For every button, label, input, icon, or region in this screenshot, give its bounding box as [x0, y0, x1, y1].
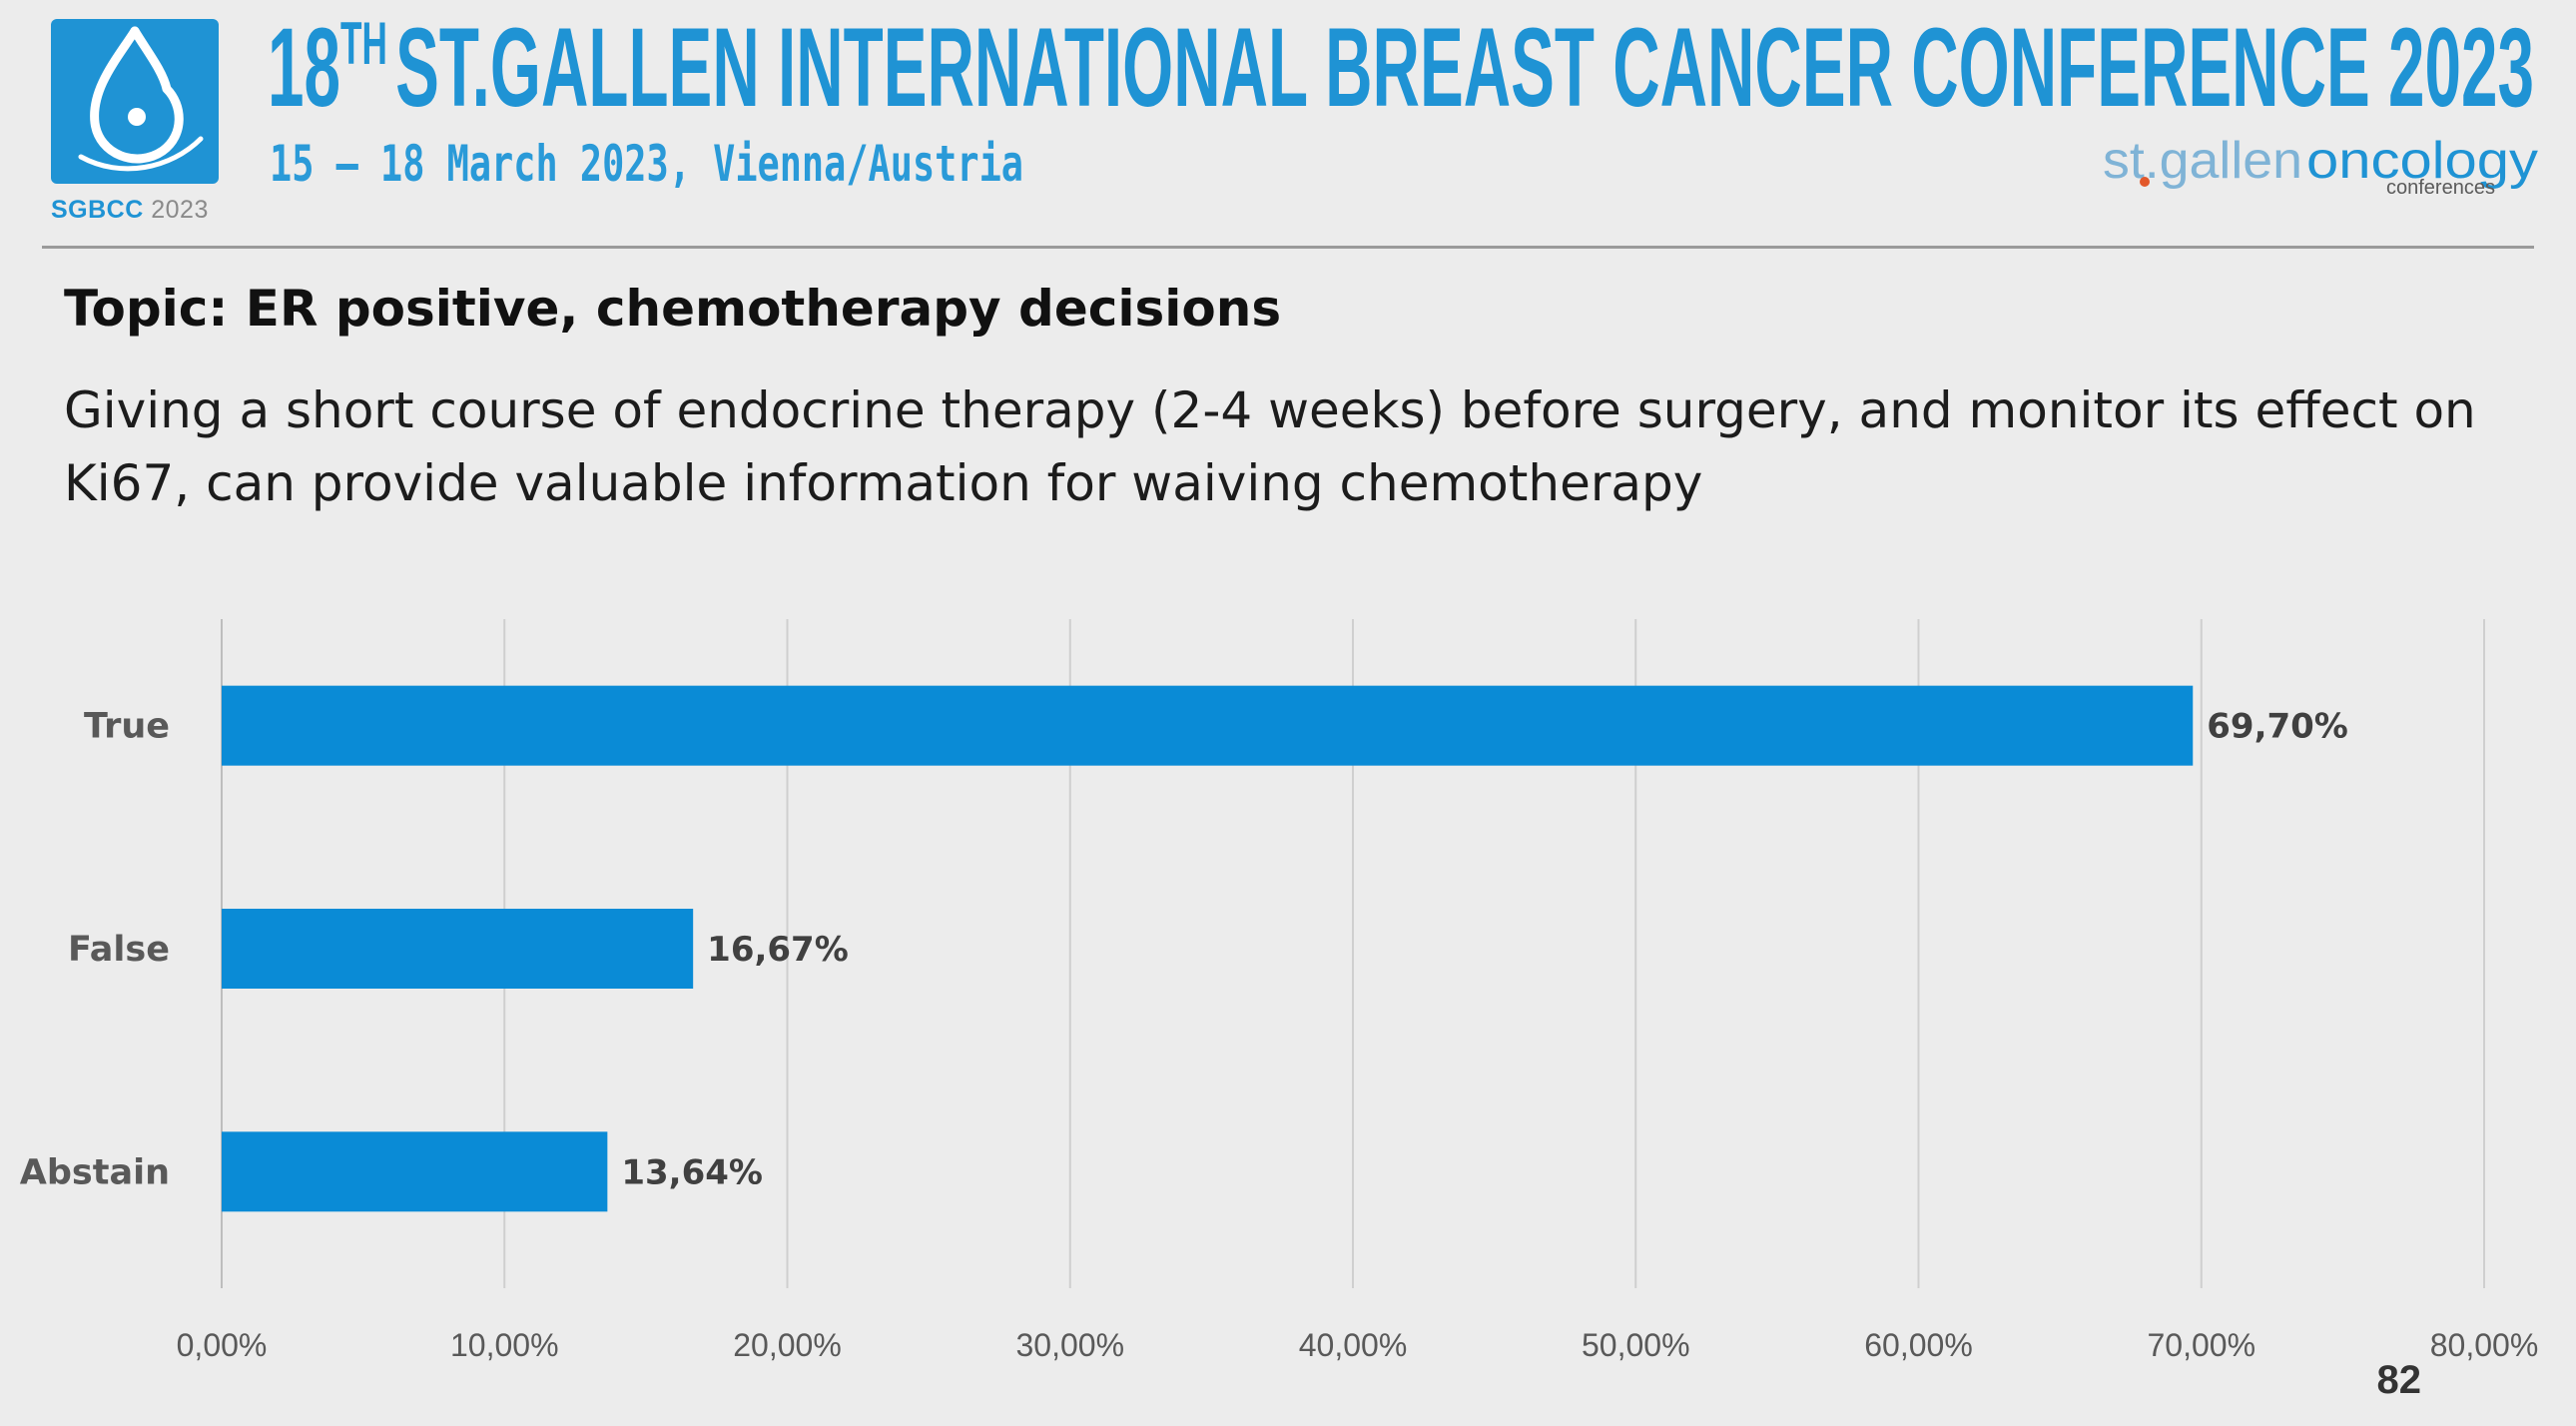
header-divider: [42, 246, 2534, 249]
brand-st-gallen: st.gallen: [2103, 132, 2302, 190]
data-label: 13,64%: [621, 1152, 763, 1192]
bar-chart-svg: 0,00% 10,00% 20,00% 30,00% 40,00% 50,00% 60,00…: [20, 619, 2539, 1363]
data-label: 16,67%: [707, 930, 849, 970]
svg-text:18THST.GALLEN INTERNATIONAL BR: 18THST.GALLEN INTERNATIONAL BREAST CANCE…: [268, 6, 2534, 126]
x-tick-label: 40,00%: [1299, 1327, 1408, 1363]
bar: [222, 909, 694, 989]
x-tick-label: 50,00%: [1582, 1327, 1690, 1363]
data-label: 69,70%: [2207, 707, 2348, 747]
brand-conferences: conferences: [2386, 177, 2495, 199]
x-tick-label: 0,00%: [177, 1327, 268, 1363]
category-label: True: [84, 707, 170, 747]
svg-text:15 – 18 March 2023, Vienna/Aus: 15 – 18 March 2023, Vienna/Austria: [270, 135, 1023, 193]
conference-dates: 15 – 18 March 2023, Vienna/Austria: [270, 133, 1068, 197]
brand-oncology: oncology: [2306, 132, 2538, 190]
x-tick-label: 30,00%: [1015, 1327, 1124, 1363]
x-tick-label: 60,00%: [1864, 1327, 1973, 1363]
conference-title: 18THST.GALLEN INTERNATIONAL BREAST CANCE…: [268, 6, 2554, 126]
logo-caption: SGBCC 2023: [51, 196, 209, 224]
category-label: Abstain: [20, 1152, 170, 1192]
x-tick-label: 20,00%: [733, 1327, 842, 1363]
st-gallen-oncology-brand: st.gallen oncology conferences: [2097, 128, 2544, 210]
bar: [222, 1131, 608, 1212]
brand-dot-icon: [2140, 177, 2150, 187]
title-ordinal-suffix: TH: [340, 10, 387, 77]
slide-topic: Topic: ER positive, chemotherapy decisio…: [64, 280, 1282, 338]
breast-drop-icon: [78, 26, 204, 172]
slide-statement: Giving a short course of endocrine thera…: [64, 381, 2476, 512]
sgbcc-logo: [51, 19, 219, 184]
x-tick-label: 70,00%: [2147, 1327, 2255, 1363]
title-text: ST.GALLEN INTERNATIONAL BREAST CANCER CO…: [395, 6, 2534, 126]
category-label: False: [68, 930, 170, 970]
poll-results-chart: 0,00% 10,00% 20,00% 30,00% 40,00% 50,00% 60,00…: [0, 579, 2576, 1398]
page-number: 82: [2376, 1358, 2422, 1402]
x-tick-label: 10,00%: [450, 1327, 559, 1363]
bar: [222, 685, 2194, 766]
x-tick-label: 80,00%: [2430, 1327, 2539, 1363]
title-ordinal: 18: [268, 6, 340, 126]
